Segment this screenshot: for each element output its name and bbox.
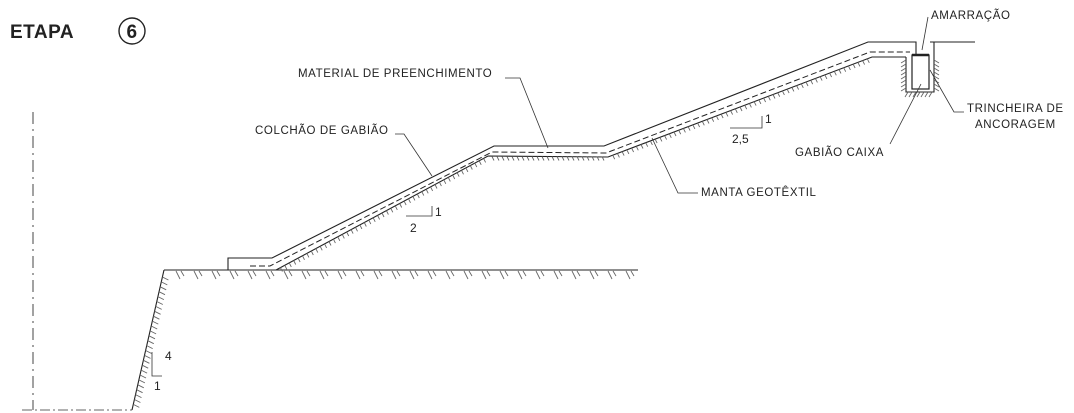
- labels: MATERIAL DE PREENCHIMENTO COLCHÃO DE GAB…: [255, 9, 1064, 199]
- trench-outline: [905, 42, 935, 93]
- box-gabion: [911, 54, 930, 90]
- stage-number-circle: [118, 17, 146, 45]
- cut-slope: 4 1: [131, 269, 172, 411]
- cut-slope-rise: 4: [165, 349, 172, 363]
- leaders: [395, 16, 964, 194]
- gabion-mattress-leader: [395, 133, 433, 177]
- geotextile-line: [250, 51, 910, 267]
- lower-slope-run: 2: [410, 221, 417, 235]
- anchor-trench-label-2: ANCORAGEM: [975, 119, 1056, 131]
- lower-slope-rise: 1: [435, 205, 442, 219]
- upper-slope-indicator: [730, 116, 763, 129]
- upper-slope-run: 2,5: [732, 132, 749, 146]
- stage-title: ETAPA 6: [10, 17, 146, 45]
- natural-ground: [164, 269, 638, 280]
- stage-title-word: ETAPA: [10, 22, 74, 43]
- anchor-trench-leader: [929, 69, 964, 113]
- natural-ground-hatch: [175, 270, 635, 280]
- cut-slope-line: [131, 269, 165, 411]
- tie-leader: [921, 16, 929, 51]
- anchor-trench-label-1: TRINCHEIRA DE: [967, 103, 1064, 115]
- cut-slope-indicator: [151, 352, 162, 377]
- subgrade-line: [275, 56, 906, 271]
- subgrade-hatch: [279, 58, 870, 272]
- fill-material-leader: [505, 77, 549, 149]
- anchor-trench: [900, 41, 975, 98]
- box-gabion-leader: [889, 83, 922, 145]
- tie-label: AMARRAÇÃO: [931, 9, 1011, 22]
- trench-hatch: [900, 59, 940, 98]
- slope-profile: 1 2 1 2,5: [227, 41, 917, 272]
- upper-slope-rise: 1: [765, 112, 772, 126]
- geotextile-leader: [651, 137, 698, 194]
- geotextile-label: MANTA GEOTÊXTIL: [701, 186, 817, 199]
- cut-slope-run: 1: [154, 379, 161, 393]
- stage-number: 6: [126, 22, 137, 43]
- gabion-mattress-label: COLCHÃO DE GABIÃO: [255, 124, 389, 137]
- box-gabion-label: GABIÃO CAIXA: [795, 146, 884, 159]
- fill-material-label: MATERIAL DE PREENCHIMENTO: [298, 68, 492, 80]
- lower-slope-indicator: [406, 206, 433, 217]
- cut-slope-hatch: [133, 276, 169, 408]
- fill-material-outline: [227, 41, 917, 270]
